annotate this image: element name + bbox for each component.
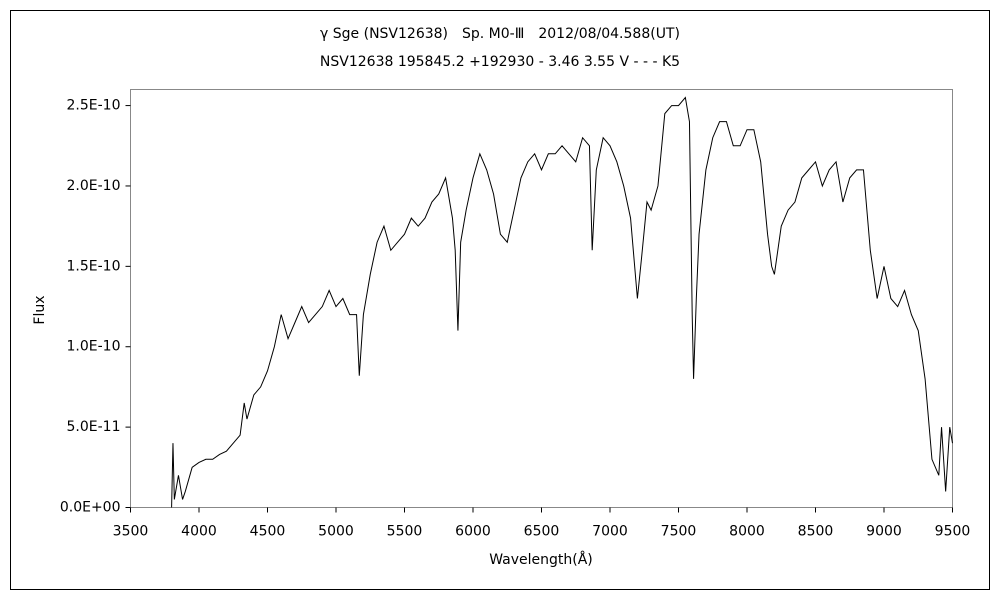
x-tick-label: 6000 [455, 524, 491, 540]
chart-title: γ Sge (NSV12638) Sp. M0-Ⅲ 2012/08/04.588… [320, 26, 680, 42]
y-tick-label: 2.5E-10 [67, 98, 121, 114]
y-tick-label: 0.0E+00 [60, 500, 121, 516]
x-tick-label: 5000 [318, 524, 354, 540]
x-tick-label: 8000 [729, 524, 765, 540]
y-tick-label: 1.5E-10 [67, 258, 121, 274]
y-axis-label: Flux [32, 295, 48, 324]
x-axis-label: Wavelength(Å) [489, 551, 593, 568]
x-tick-label: 4000 [181, 524, 217, 540]
x-tick-label: 7000 [592, 524, 628, 540]
x-tick-label: 9500 [935, 524, 971, 540]
frame [10, 10, 990, 590]
x-tick-label: 6500 [524, 524, 560, 540]
x-tick-label: 9000 [866, 524, 902, 540]
y-tick-label: 5.0E-11 [67, 419, 121, 435]
x-tick-label: 8500 [798, 524, 834, 540]
y-tick-label: 2.0E-10 [67, 178, 121, 194]
x-tick-label: 7500 [661, 524, 697, 540]
x-tick-label: 3500 [113, 524, 149, 540]
chart-subtitle: NSV12638 195845.2 +192930 - 3.46 3.55 V … [320, 54, 680, 70]
x-tick-label: 5500 [387, 524, 423, 540]
plot-area [130, 89, 953, 508]
x-tick-label: 4500 [250, 524, 286, 540]
spectrum-line [171, 96, 953, 508]
y-tick-label: 1.0E-10 [67, 339, 121, 355]
